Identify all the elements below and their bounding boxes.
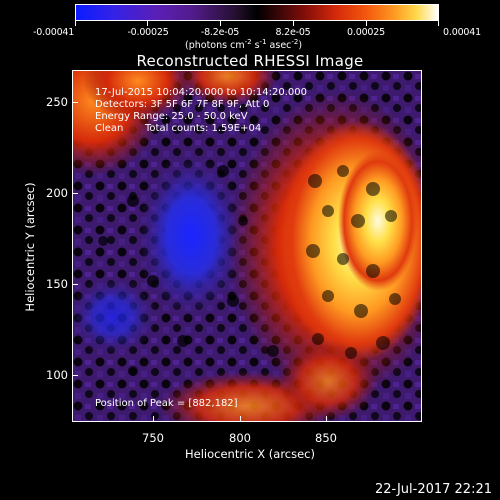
x-tick bbox=[240, 416, 241, 422]
colorbar-tick bbox=[147, 21, 148, 26]
colorbar-tick bbox=[75, 21, 76, 26]
colorbar-tick bbox=[366, 21, 367, 26]
energy-range-text: Energy Range: 25.0 - 50.0 keV bbox=[95, 111, 248, 122]
date-stamp: 22-Jul-2017 22:21 bbox=[374, 482, 492, 497]
y-axis-label: Heliocentric Y (arcsec) bbox=[23, 182, 37, 312]
image-title: Reconstructed RHESSI Image bbox=[136, 52, 364, 70]
colorbar-tick-label: -0.00041 bbox=[33, 27, 75, 38]
colorbar-tick bbox=[438, 21, 439, 26]
x-tick-label: 800 bbox=[229, 431, 251, 445]
detectors-text: Detectors: 3F 5F 6F 7F 8F 9F, Att 0 bbox=[95, 99, 270, 110]
y-tick bbox=[72, 375, 78, 376]
colorbar-unit-label: (photons cm-2 s-1 asec-2) bbox=[185, 38, 303, 52]
y-tick-label: 100 bbox=[46, 368, 68, 382]
clean-method-text: Clean bbox=[95, 123, 124, 134]
x-tick-label: 850 bbox=[315, 431, 337, 445]
colorbar-tick-label: -8.2e-05 bbox=[200, 27, 240, 38]
x-tick-label: 750 bbox=[142, 431, 164, 445]
rhessi-image bbox=[72, 70, 422, 422]
y-tick-label: 150 bbox=[46, 277, 68, 291]
colorbar-tick bbox=[220, 21, 221, 26]
x-axis-label: Heliocentric X (arcsec) bbox=[185, 447, 315, 461]
colorbar-tick bbox=[293, 21, 294, 26]
time-range-text: 17-Jul-2015 10:04:20.000 to 10:14:20.000 bbox=[95, 87, 307, 98]
colorbar-tick-label: 0.00041 bbox=[443, 27, 481, 38]
y-tick bbox=[72, 284, 78, 285]
x-tick bbox=[326, 416, 327, 422]
y-tick bbox=[72, 193, 78, 194]
colorbar-tick-label: 0.00025 bbox=[347, 27, 385, 38]
y-tick bbox=[72, 102, 78, 103]
colorbar bbox=[75, 4, 439, 21]
colorbar-tick-label: -0.00025 bbox=[127, 27, 169, 38]
peak-position-text: Position of Peak = [882,182] bbox=[95, 398, 238, 409]
total-counts-text: Total counts: 1.59E+04 bbox=[145, 123, 262, 134]
colorbar-tick-label: 8.2e-05 bbox=[275, 27, 311, 38]
rhessi-image-canvas bbox=[73, 71, 421, 421]
x-tick bbox=[153, 416, 154, 422]
y-tick-label: 200 bbox=[46, 186, 68, 200]
y-tick-label: 250 bbox=[46, 95, 68, 109]
